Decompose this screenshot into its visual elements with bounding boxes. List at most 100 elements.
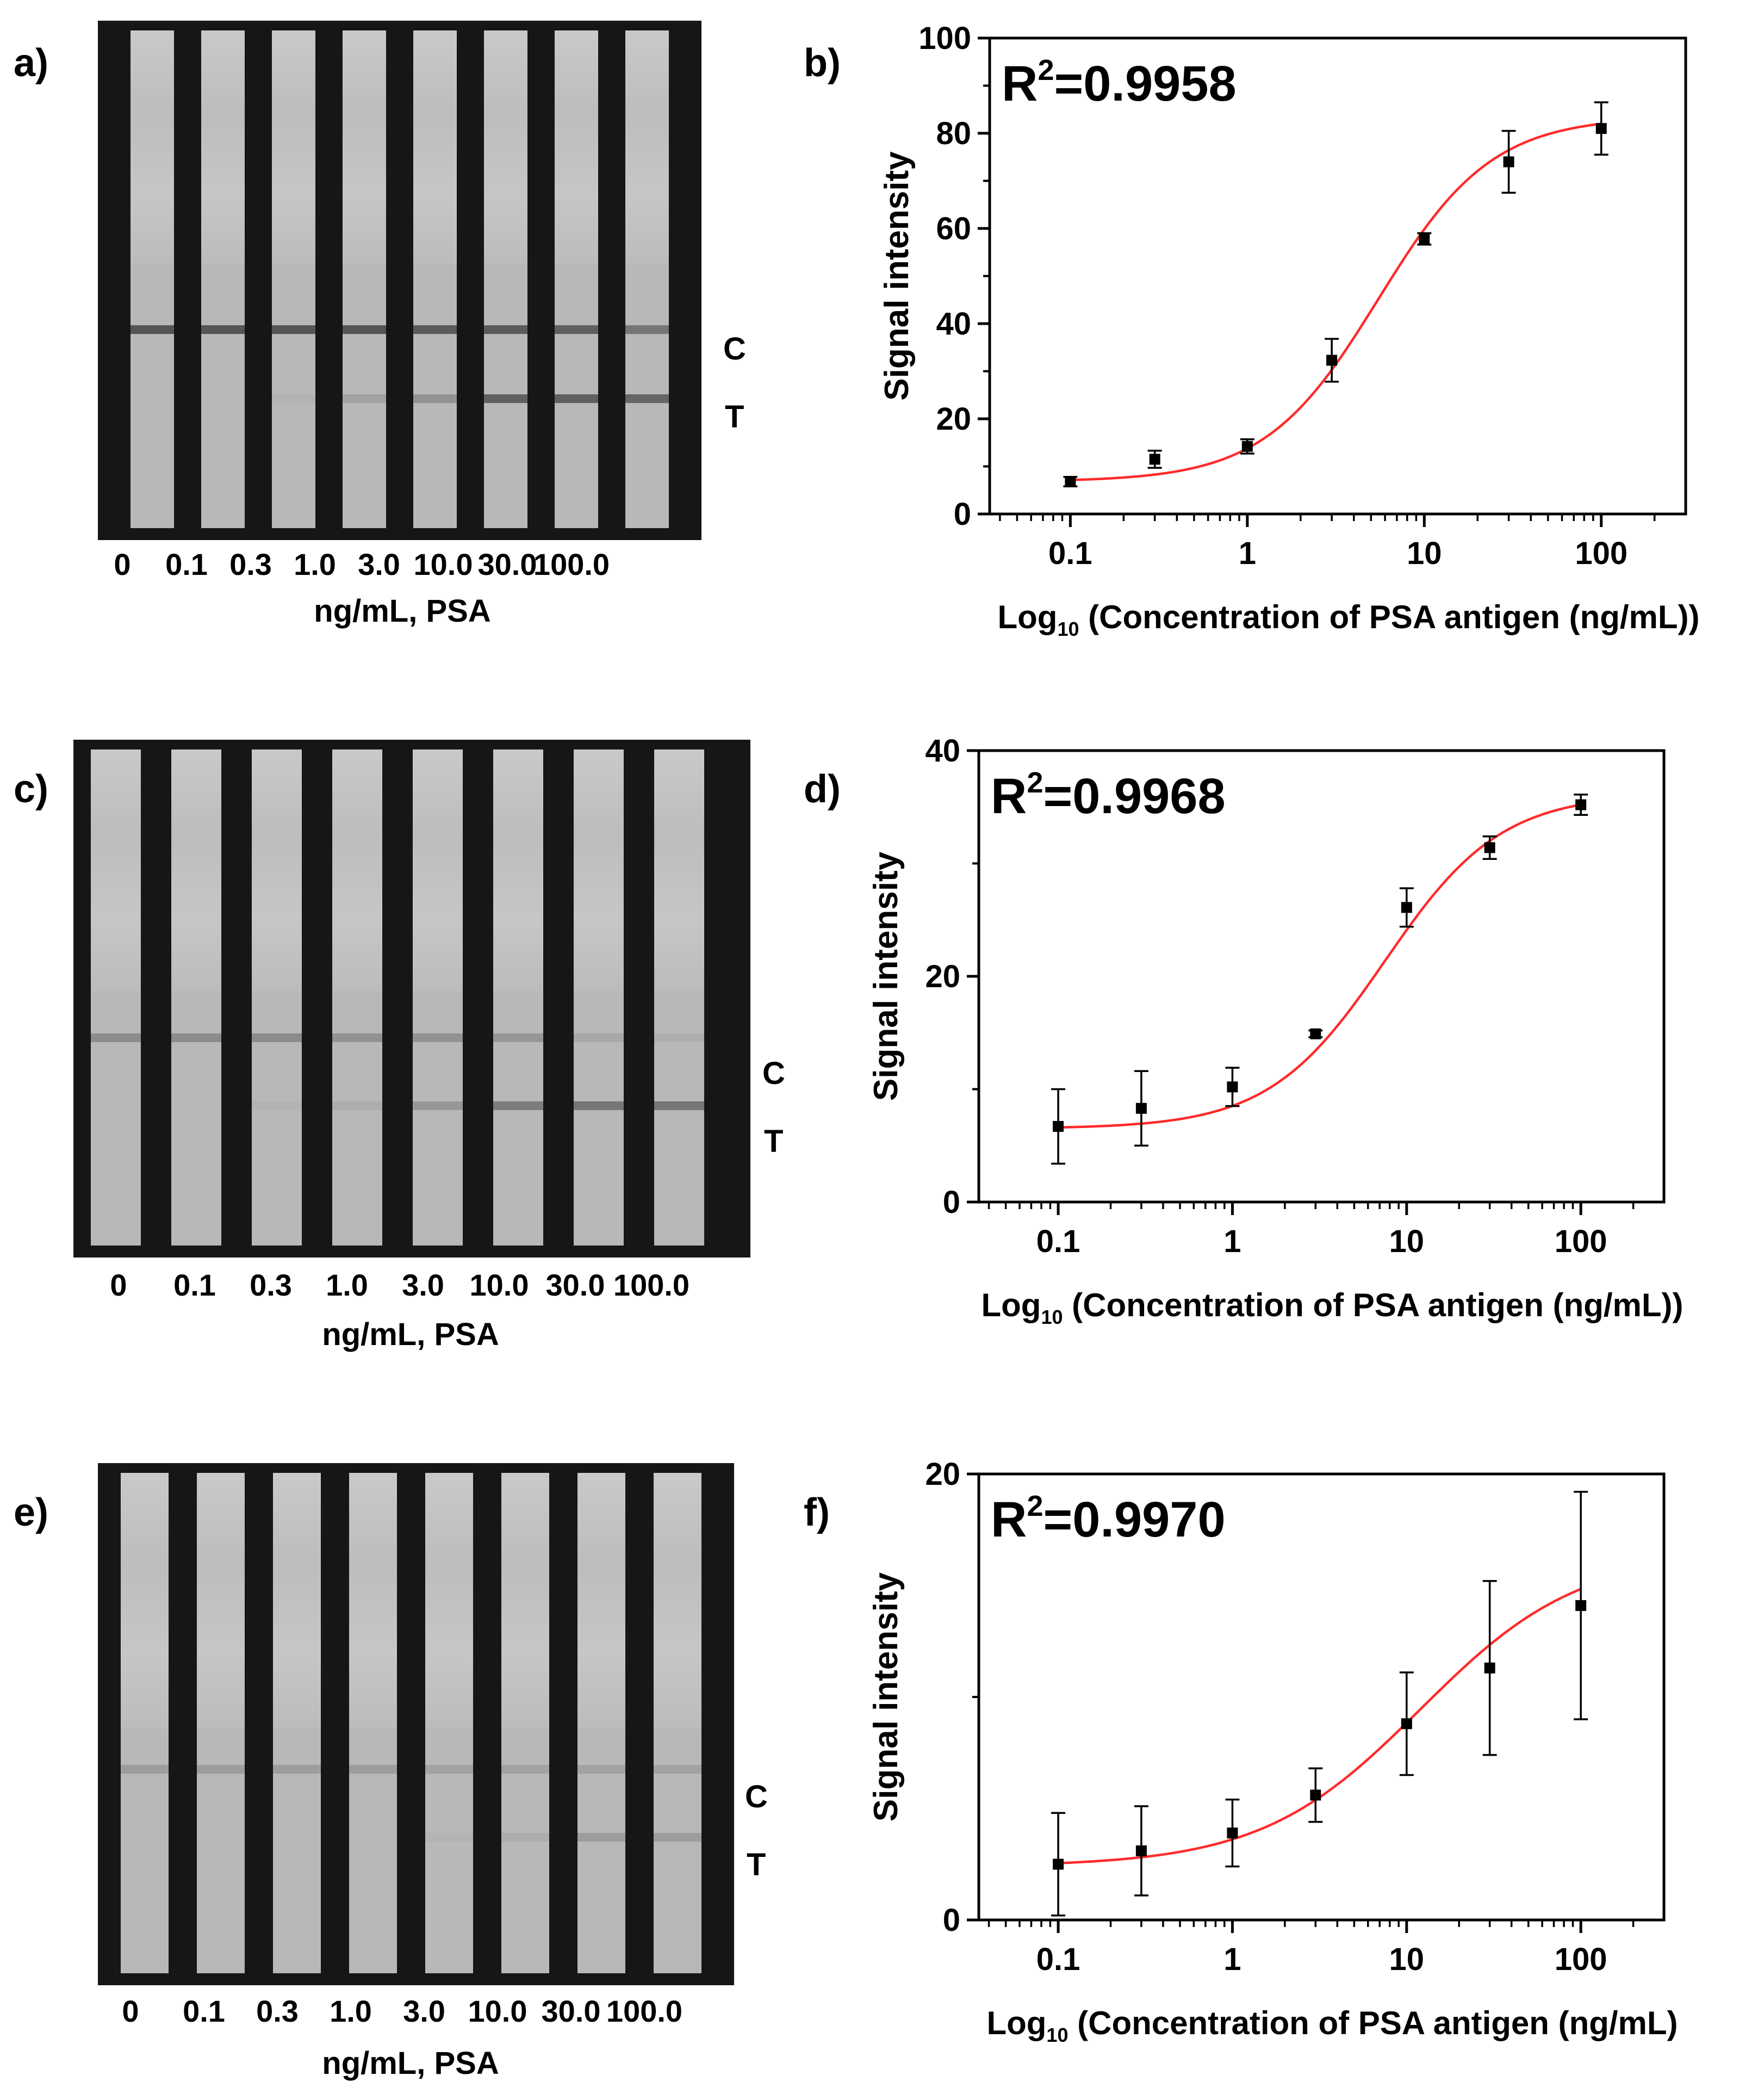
test-line (577, 1833, 625, 1842)
sample-pad (197, 1473, 245, 1729)
concentration-label: 0.1 (165, 547, 208, 581)
x-tick-label: 1 (1223, 1224, 1241, 1259)
sample-pad (654, 749, 704, 992)
control-line-label-a: C (723, 331, 746, 367)
panel-letter-b: b) (804, 41, 841, 85)
control-line (413, 325, 457, 334)
membrane (201, 264, 245, 528)
test-line (413, 394, 457, 403)
sample-pad (272, 30, 315, 264)
y-tick-label: 20 (936, 401, 971, 437)
y-tick-label: 0 (954, 497, 971, 532)
concentration-label: 1.0 (326, 1268, 368, 1302)
x-axis-label: Log10 (Concentration of PSA antigen (ng/… (981, 1287, 1683, 1328)
test-strip (272, 30, 315, 528)
control-line-label-c: C (762, 1056, 785, 1091)
test-line-label-a: T (725, 399, 744, 435)
membrane (252, 992, 302, 1246)
test-strip (413, 749, 463, 1246)
concentration-label: 3.0 (403, 1994, 445, 2028)
test-strip (501, 1473, 549, 1973)
sample-pad (171, 749, 221, 992)
panel-letter-a: a) (14, 41, 49, 85)
sample-pad (413, 30, 457, 264)
test-strip (91, 749, 141, 1246)
data-point (1310, 1028, 1321, 1039)
test-line (484, 394, 527, 403)
control-line (201, 325, 245, 334)
test-line (493, 1101, 543, 1110)
control-line (484, 325, 527, 334)
x-axis-label: Log10 (Concentration of PSA antigen (ng/… (997, 599, 1699, 640)
y-tick-label: 20 (925, 959, 960, 994)
data-point (1575, 1600, 1587, 1611)
test-strip (131, 30, 174, 528)
panel-letter-e: e) (14, 1491, 49, 1534)
control-line (91, 1033, 141, 1042)
sample-pad (273, 1473, 321, 1729)
sample-pad (121, 1473, 169, 1729)
test-strip (413, 30, 457, 528)
panel-letter-f: f) (804, 1491, 830, 1534)
test-line (272, 394, 315, 403)
sample-pad (332, 749, 382, 992)
x-axis-label: Log10 (Concentration of PSA antigen (ng/… (986, 2005, 1678, 2046)
x-tick-label: 0.1 (1036, 1942, 1080, 1977)
strip-photo-a (98, 21, 701, 540)
test-line (332, 1101, 382, 1110)
concentration-label: 1.0 (330, 1994, 372, 2028)
control-line (273, 1765, 321, 1774)
test-strip (425, 1473, 473, 1973)
concentration-label: 1.0 (294, 547, 336, 581)
control-line (654, 1033, 704, 1042)
sample-pad (577, 1473, 625, 1729)
test-strip (171, 749, 221, 1246)
control-line-label-e: C (745, 1779, 768, 1814)
concentration-label: 30.0 (541, 1994, 601, 2028)
concentration-label: 0.3 (250, 1268, 292, 1302)
data-point (1241, 441, 1253, 452)
sample-pad (574, 749, 624, 992)
control-line (493, 1033, 543, 1042)
concentration-label: 0 (114, 547, 131, 581)
x-tick-label: 10 (1407, 536, 1442, 571)
data-point (1484, 1662, 1495, 1674)
test-line-label-e: T (747, 1847, 766, 1882)
test-strip (201, 30, 245, 528)
unit-label-e: ng/mL, PSA (322, 2046, 499, 2081)
membrane (91, 992, 141, 1246)
control-line (272, 325, 315, 334)
fit-curve (1058, 803, 1581, 1129)
membrane (574, 992, 624, 1246)
control-line (252, 1033, 302, 1042)
x-tick-label: 100 (1575, 536, 1628, 571)
data-point (1310, 1789, 1321, 1801)
x-tick-label: 100 (1555, 1942, 1607, 1977)
strip-photo-c (73, 740, 750, 1257)
concentration-label: 30.0 (477, 547, 537, 581)
data-point (1149, 454, 1160, 465)
x-tick-label: 10 (1389, 1942, 1425, 1977)
y-tick-label: 40 (936, 306, 971, 342)
sample-pad (501, 1473, 549, 1729)
chart-d: 0 20 40 0.1 1 10 100 R2=0.9968 Signal intensity L… (867, 733, 1684, 1328)
test-line (413, 1101, 463, 1110)
test-line (574, 1101, 624, 1110)
y-tick-label: 100 (918, 21, 971, 56)
chart-b: 0 20 40 60 80 100 0.1 1 10 100 R2=0.9958 Signal int… (878, 21, 1700, 640)
test-line (425, 1833, 473, 1842)
unit-label-a: ng/mL, PSA (314, 593, 491, 629)
test-line (654, 1833, 701, 1842)
strip-photo-e (98, 1463, 734, 1985)
data-point (1484, 842, 1495, 853)
sample-pad (484, 30, 527, 264)
y-axis-label: Signal intensity (867, 851, 905, 1101)
data-point (1053, 1859, 1064, 1870)
concentration-label: 3.0 (402, 1268, 444, 1302)
control-line (332, 1033, 382, 1042)
control-line (171, 1033, 221, 1042)
concentration-label: 0.3 (256, 1994, 299, 2028)
control-line (555, 325, 598, 334)
sample-pad (252, 749, 302, 992)
r-squared-annotation: R2=0.9958 (1002, 54, 1237, 111)
